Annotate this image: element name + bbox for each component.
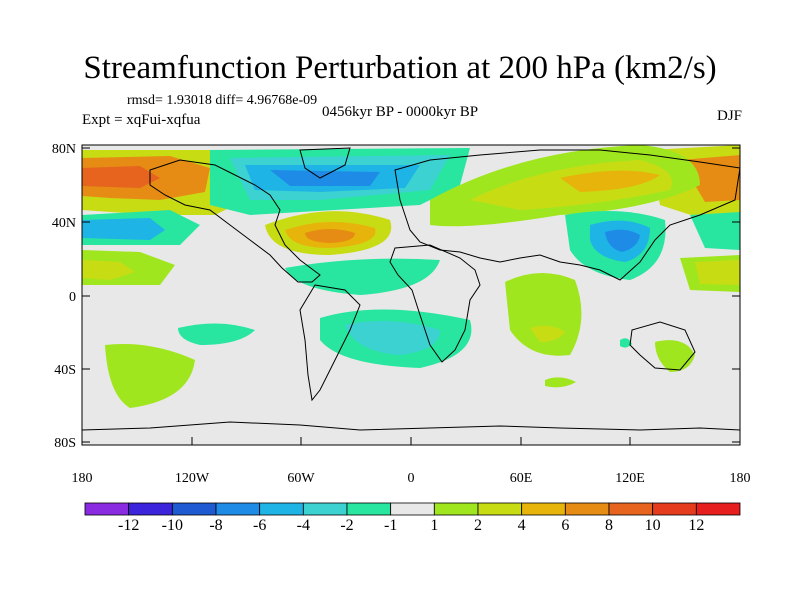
lon-tick-label: 60W: [287, 471, 315, 486]
lat-tick-label: 0: [69, 290, 76, 305]
coast-antarctica: [82, 421, 740, 431]
coastline-layer: [82, 147, 740, 431]
south-pacific-low: [178, 323, 255, 345]
east-asia-low-inner: [605, 229, 640, 252]
indonesia-low: [620, 338, 632, 348]
colorbar-swatch: [302, 502, 348, 516]
coast-africa: [389, 244, 481, 363]
lat-tick-label: 80S: [54, 436, 76, 451]
colorbar-label: -10: [161, 517, 183, 534]
coast-north-america: [149, 159, 321, 283]
colorbar-swatch: [171, 502, 217, 516]
lon-tick-label: 60E: [510, 471, 533, 486]
east-pacific-high-core: [82, 260, 135, 280]
north-atlantic-high-inner: [305, 229, 355, 243]
colorbar-label: 12: [688, 517, 705, 534]
lon-axis: 180 120W 60W 0 60E 120E 180: [72, 437, 751, 486]
colorbar-label: 6: [561, 517, 570, 534]
season-label: DJF: [716, 108, 742, 124]
colorbar-swatch: [259, 502, 304, 516]
lon-tick-label: 120E: [615, 471, 645, 486]
siberia-high-inner: [560, 170, 660, 192]
lat-tick-label: 40N: [52, 216, 76, 231]
period-label: 0456kyr BP - 0000kyr BP: [322, 104, 479, 120]
coast-greenland: [299, 147, 351, 179]
coast-south-america: [299, 284, 361, 402]
colorbar-label: 8: [605, 517, 613, 534]
indian-ocean-high-core: [530, 325, 565, 342]
north-pacific-high-inner: [82, 166, 160, 188]
colorbar-label: 1: [430, 517, 439, 534]
south-atlantic-low-core: [345, 321, 440, 355]
colorbar-swatch: [564, 502, 610, 516]
colorbar-label: 2: [474, 517, 482, 534]
colorbar-label: -12: [117, 517, 140, 534]
colorbar-label: 4: [517, 517, 526, 534]
colorbar-label: -8: [209, 517, 223, 534]
west-pacific-high-core: [695, 260, 740, 285]
colorbar-label: -2: [340, 517, 354, 534]
coast-europe-asia: [394, 149, 740, 281]
lon-tick-label: 0: [408, 471, 415, 486]
colorbar-swatch: [390, 502, 435, 516]
contour-fill-layer: [82, 145, 740, 408]
colorbar-label: -4: [296, 517, 310, 534]
chart-title: Streamfunction Perturbation at 200 hPa (…: [83, 50, 717, 86]
colorbar-swatch: [652, 502, 697, 516]
colorbar-label: -1: [383, 517, 398, 534]
stats-text: rmsd= 1.93018 diff= 4.96768e-09: [127, 93, 318, 108]
lat-tick-label: 40S: [54, 363, 76, 378]
experiment-label: Expt = xqFui-xqfua: [82, 112, 201, 128]
lon-tick-label: 180: [72, 471, 93, 486]
colorbar: [84, 502, 741, 516]
north-america-low-inner: [270, 170, 380, 186]
tropical-atlantic-low: [285, 258, 440, 295]
colorbar-swatch: [346, 502, 392, 516]
coast-australia: [629, 321, 696, 371]
colorbar-swatch: [477, 502, 523, 516]
colorbar-swatch: [433, 502, 479, 516]
colorbar-swatch: [84, 502, 130, 516]
east-pacific-low-right: [690, 212, 740, 250]
lat-axis: 80N 40N 0 40S 80S: [52, 142, 740, 451]
colorbar-swatch: [521, 502, 566, 516]
colorbar-label: -6: [252, 517, 267, 534]
lat-tick-label: 80N: [52, 142, 76, 157]
lon-tick-label: 180: [730, 471, 751, 486]
south-pacific-high: [105, 344, 195, 408]
colorbar-swatch: [695, 502, 741, 516]
colorbar-swatch: [128, 502, 173, 516]
far-east-high-core: [680, 155, 740, 202]
southern-ocean-high: [545, 377, 576, 388]
colorbar-swatch: [215, 502, 261, 516]
lon-tick-label: 120W: [175, 471, 210, 486]
east-pacific-low-core: [82, 218, 165, 240]
colorbar-label: 10: [644, 517, 661, 534]
colorbar-swatch: [608, 502, 654, 516]
